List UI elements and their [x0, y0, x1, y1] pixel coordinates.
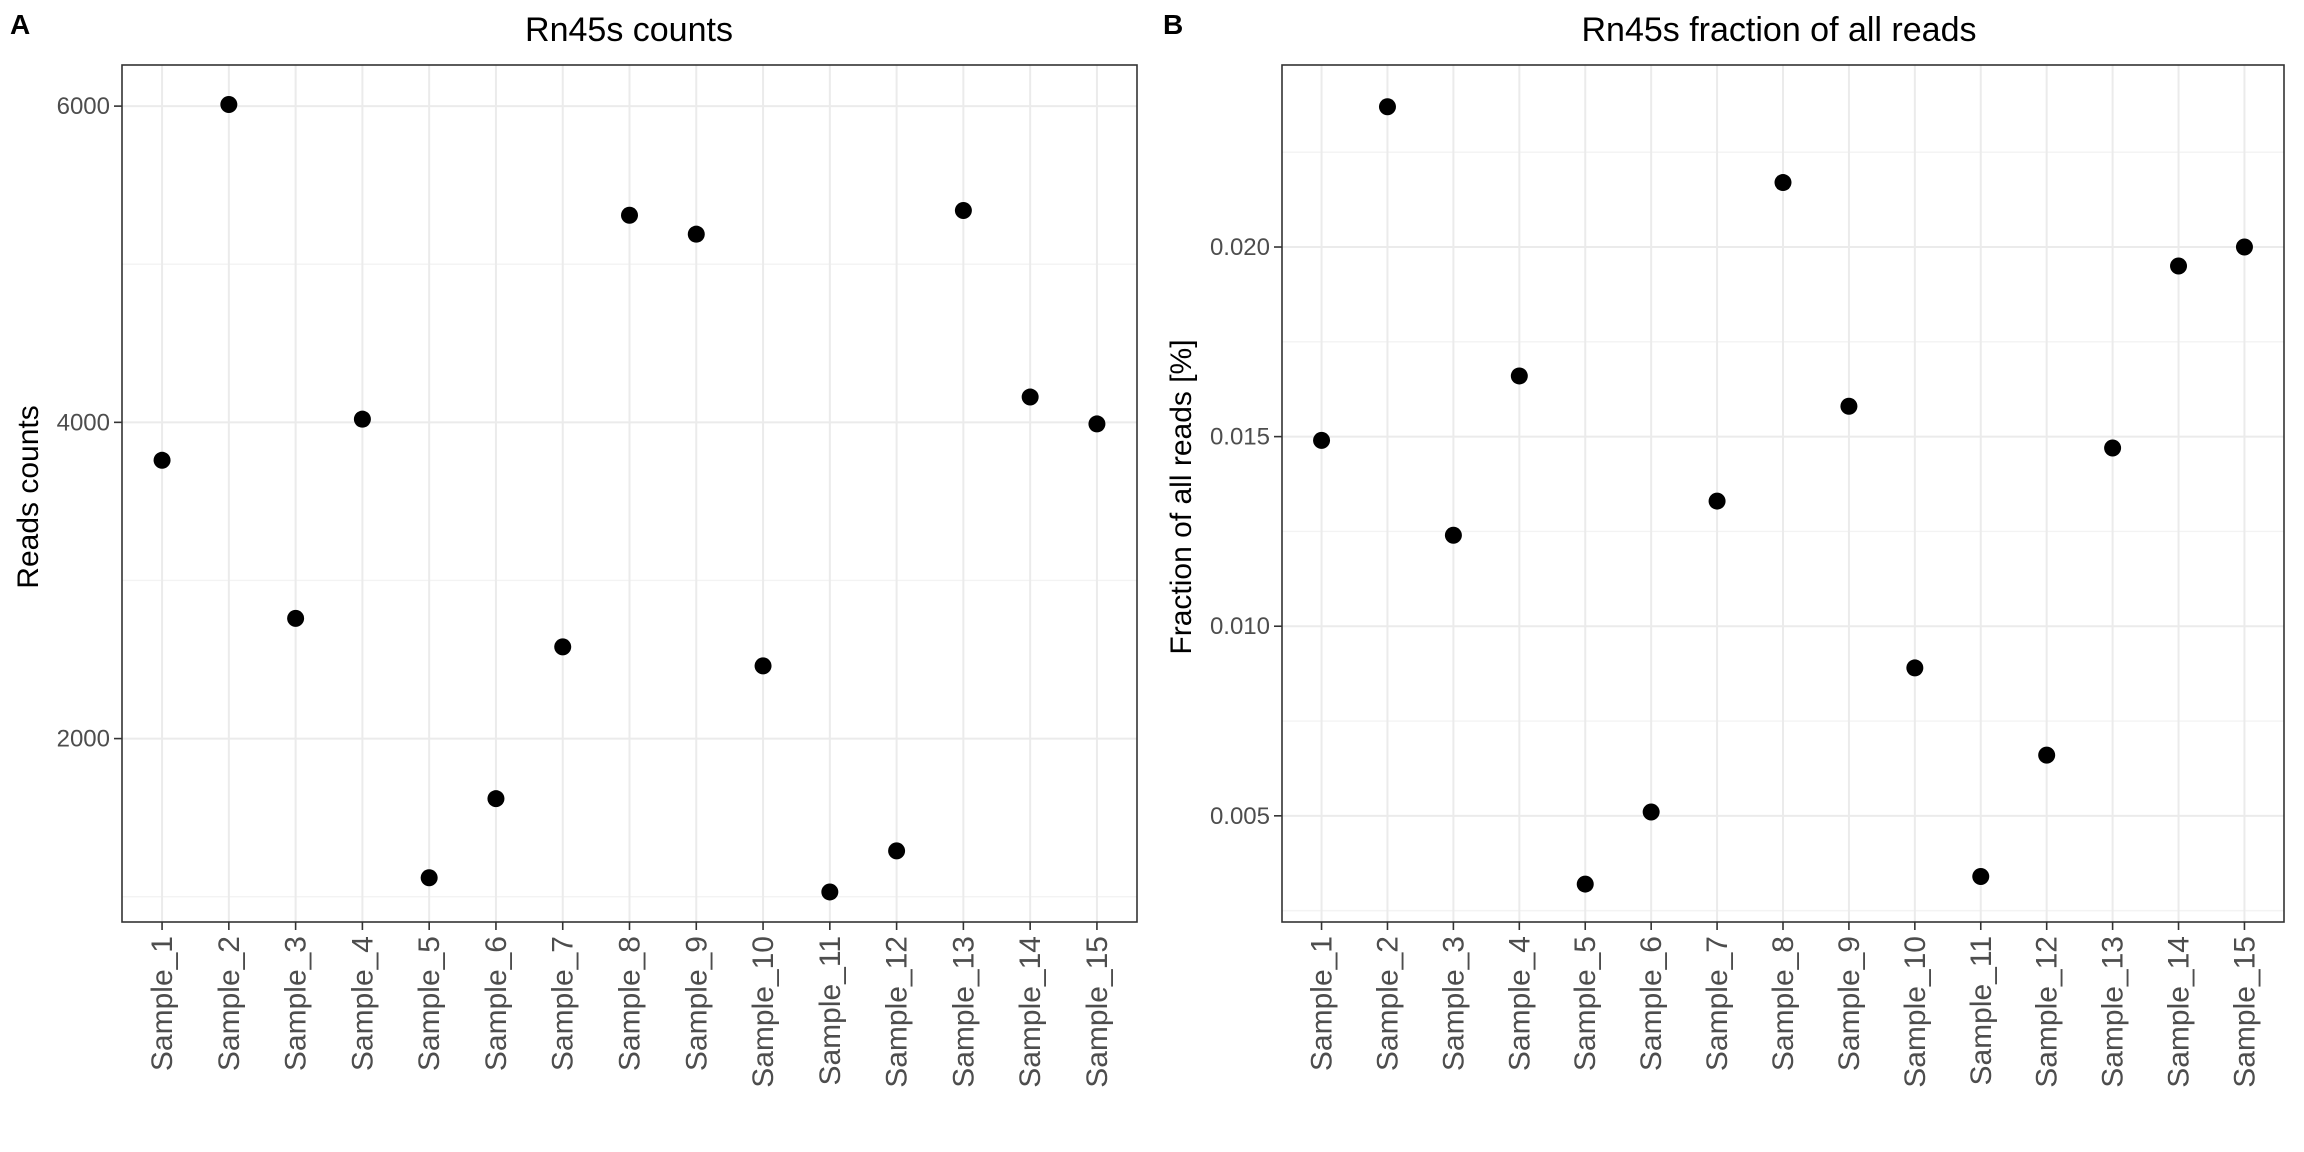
panel-b-point-Sample_12: [2038, 746, 2056, 764]
panel-a-xtick-label: Sample_10: [747, 936, 780, 1088]
panel-a-ylabel: Reads counts: [12, 405, 45, 588]
panel-b-point-Sample_10: [1906, 659, 1924, 677]
panel-b-ytick-label: 0.020: [1210, 234, 1270, 261]
panel-a-xtick-label: Sample_7: [547, 936, 580, 1071]
panel-b-point-Sample_9: [1840, 397, 1858, 415]
panel-a-xtick-label: Sample_11: [814, 936, 847, 1086]
panel-b-title: Rn45s fraction of all reads: [1582, 11, 1977, 49]
panel-b-xtick-label: Sample_12: [2031, 936, 2064, 1088]
panel-a-point-Sample_2: [220, 96, 238, 114]
panel-b-point-Sample_8: [1774, 174, 1792, 192]
panel-b-xtick-label: Sample_8: [1767, 936, 1800, 1071]
panel-b-point-Sample_13: [2104, 439, 2122, 457]
panel-a-point-Sample_7: [554, 638, 572, 656]
panel-b-xtick-label: Sample_13: [2097, 936, 2130, 1088]
panel-b-ytick-label: 0.010: [1210, 613, 1270, 640]
panel-b-label: B: [1163, 9, 1183, 40]
panel-b-point-Sample_14: [2170, 257, 2188, 275]
panel-a-point-Sample_4: [353, 410, 371, 428]
panel-b-xtick-label: Sample_10: [1899, 936, 1932, 1088]
panel-b-ylabel: Fraction of all reads [%]: [1165, 339, 1198, 654]
panel-a-point-Sample_15: [1088, 415, 1106, 433]
panel-b-plot: 0.005 0.010 0.015 0.020 Sample_1 Sample_2 Samp…: [1210, 64, 2285, 1088]
panel-a-title: Rn45s counts: [525, 11, 733, 49]
panel-a-xtick-label: Sample_14: [1014, 936, 1047, 1088]
panel-b-xtick-label: Sample_4: [1503, 936, 1536, 1071]
panel-a-point-Sample_6: [487, 790, 505, 808]
panel-a-xtick-label: Sample_5: [413, 936, 446, 1071]
panel-a-xtick-label: Sample_12: [881, 936, 914, 1088]
panel-a-point-Sample_13: [954, 201, 972, 219]
panel-b-xtick-label: Sample_14: [2163, 936, 2196, 1088]
panel-b-point-Sample_4: [1510, 367, 1528, 385]
panel-a-point-Sample_9: [687, 225, 705, 243]
panel-b-point-Sample_1: [1313, 431, 1331, 449]
panel-a-xtick-label: Sample_13: [947, 936, 980, 1088]
panel-b-xtick-label: Sample_9: [1833, 936, 1866, 1071]
panel-b-point-Sample_2: [1378, 98, 1396, 116]
panel-b-xtick-label: Sample_1: [1306, 936, 1339, 1071]
panel-b-point-Sample_15: [2235, 238, 2253, 256]
panel-a-label: A: [10, 9, 30, 40]
panel-b-xtick-label: Sample_2: [1371, 936, 1404, 1071]
panel-a-point-Sample_14: [1021, 388, 1039, 406]
panel-b-ytick-label: 0.015: [1210, 424, 1270, 451]
panel-a-point-Sample_10: [754, 657, 772, 675]
panel-b-xtick-label: Sample_11: [1965, 936, 1998, 1086]
panel-a-point-Sample_1: [153, 451, 171, 469]
panel-a-ytick-label: 6000: [57, 93, 110, 120]
panel-a-ytick-label: 4000: [57, 409, 110, 436]
panel-b-point-Sample_3: [1444, 526, 1462, 544]
panel-a-xtick-label: Sample_15: [1081, 936, 1114, 1088]
panel-a-xtick-label: Sample_9: [680, 936, 713, 1071]
panel-a-xtick-label: Sample_3: [280, 936, 313, 1071]
panel-b-xtick-label: Sample_6: [1635, 936, 1668, 1071]
panel-b-ytick-label: 0.005: [1210, 803, 1270, 830]
panel-b-point-Sample_7: [1708, 492, 1726, 510]
panel-a-xtick-label: Sample_6: [480, 936, 513, 1071]
panel-a-point-Sample_8: [621, 206, 638, 224]
panel-b-xtick-label: Sample_5: [1569, 936, 1602, 1071]
panel-a-point-Sample_11: [821, 883, 839, 901]
panel-a-xtick-label: Sample_8: [614, 936, 647, 1071]
panel-b-point-Sample_5: [1576, 875, 1594, 893]
panel-a-xtick-label: Sample_1: [146, 936, 179, 1071]
panel-a-ytick-label: 2000: [57, 726, 110, 753]
panel-b-xtick-label: Sample_15: [2228, 936, 2261, 1088]
panel-a-xtick-label: Sample_4: [346, 936, 379, 1071]
panel-b-xtick-label: Sample_3: [1437, 936, 1470, 1071]
panel-a-plot: 2000 4000 6000 Sample_1 Sample_2 Sample_3 Samp…: [57, 64, 1138, 1088]
panel-a-point-Sample_3: [287, 609, 305, 627]
panel-b-point-Sample_11: [1972, 867, 1990, 885]
panel-b-xtick-label: Sample_7: [1701, 936, 1734, 1071]
panel-a-point-Sample_5: [420, 869, 438, 887]
panel-a-point-Sample_12: [888, 842, 906, 860]
panel-b-point-Sample_6: [1642, 803, 1660, 821]
panel-a-xtick-label: Sample_2: [213, 936, 246, 1071]
